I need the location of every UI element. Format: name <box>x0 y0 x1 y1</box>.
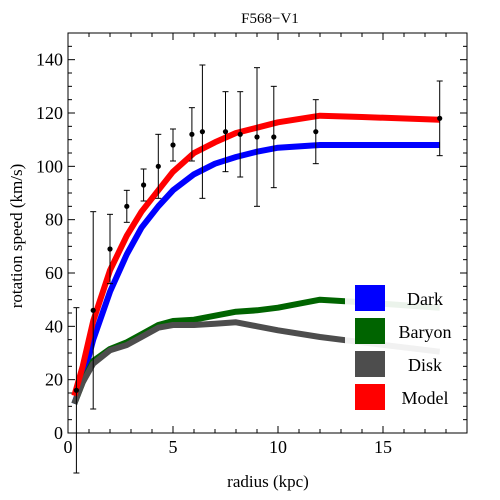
x-axis: 0 5 10 15 <box>64 33 447 457</box>
plot-area <box>67 32 468 474</box>
y-tick-label: 140 <box>36 50 63 70</box>
x-tick-label: 5 <box>169 437 178 457</box>
data-point <box>313 129 319 135</box>
y-tick-label: 80 <box>45 210 63 230</box>
legend-swatch-model <box>355 384 385 410</box>
data-point <box>90 307 96 313</box>
data-point <box>107 246 113 252</box>
data-point <box>189 131 195 137</box>
data-point <box>222 129 229 135</box>
y-tick-label: 60 <box>45 263 63 283</box>
data-point <box>141 182 147 188</box>
x-tick-label: 10 <box>269 437 287 457</box>
series-line-dark <box>71 142 440 405</box>
x-tick-label: 15 <box>374 437 392 457</box>
legend-label-baryon: Baryon <box>399 322 452 342</box>
data-point <box>437 115 443 121</box>
data-point <box>155 163 161 169</box>
legend-swatch-disk <box>355 351 385 377</box>
series-line-model <box>71 112 440 397</box>
data-point <box>199 129 205 135</box>
y-tick-label: 40 <box>45 316 63 336</box>
data-point <box>237 131 243 137</box>
y-axis-title: rotation speed (km/s) <box>7 164 26 308</box>
data-point <box>170 142 176 148</box>
data-point <box>124 203 130 209</box>
y-tick-label: 120 <box>36 103 63 123</box>
legend-swatch-dark <box>355 285 385 311</box>
chart-title: F568−V1 <box>241 11 299 27</box>
legend: Dark Baryon Disk Model <box>345 276 463 416</box>
data-point <box>254 134 260 140</box>
y-tick-label: 100 <box>36 156 63 176</box>
legend-label-dark: Dark <box>407 289 443 309</box>
series-line-disk <box>71 319 441 405</box>
legend-label-model: Model <box>402 388 449 408</box>
legend-swatch-baryon <box>355 318 385 344</box>
data-point <box>271 134 277 140</box>
x-axis-title: radius (kpc) <box>227 472 309 491</box>
legend-label-disk: Disk <box>408 355 442 375</box>
y-axis: 0 20 40 60 80 100 120 140 <box>36 45 467 443</box>
y-tick-label: 20 <box>45 370 63 390</box>
x-tick-label: 0 <box>64 437 73 457</box>
y-tick-label: 0 <box>54 423 63 443</box>
data-point <box>73 387 79 393</box>
